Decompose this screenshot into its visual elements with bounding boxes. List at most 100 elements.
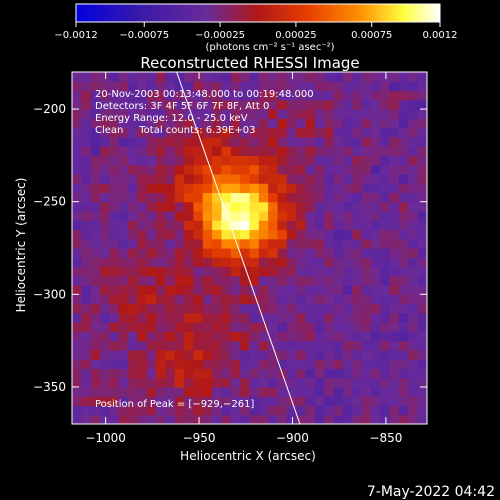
heatmap-cell [268, 201, 279, 212]
heatmap-cell [296, 285, 307, 295]
heatmap-cell [118, 405, 129, 416]
heatmap-cell [137, 359, 148, 370]
heatmap-cell [118, 220, 129, 231]
heatmap-cell [268, 331, 279, 342]
heatmap-cell [352, 322, 363, 332]
heatmap-cell [156, 257, 167, 268]
heatmap-cell [202, 81, 213, 92]
heatmap-cell [380, 90, 391, 101]
heatmap-cell [417, 155, 427, 166]
heatmap-cell [118, 340, 129, 351]
heatmap-cell [118, 257, 129, 268]
heatmap-cell [389, 99, 400, 110]
heatmap-cell [417, 81, 427, 92]
heatmap-cell [240, 312, 251, 323]
heatmap-cell [380, 405, 391, 416]
heatmap-cell [128, 275, 138, 286]
heatmap-cell [174, 386, 185, 397]
heatmap-cell [109, 220, 120, 231]
heatmap-cell [212, 359, 223, 370]
heatmap-cell [277, 414, 288, 424]
heatmap-cell [370, 414, 381, 424]
heatmap-cell [118, 248, 129, 258]
heatmap-cell [258, 90, 269, 101]
heatmap-cell [193, 183, 204, 194]
heatmap-cell [380, 303, 391, 314]
heatmap-cell [258, 201, 269, 212]
heatmap-cell [268, 210, 279, 221]
heatmap-cell [305, 331, 316, 342]
heatmap-cell [184, 173, 195, 184]
heatmap-cell [258, 285, 269, 295]
heatmap-cell [314, 303, 325, 314]
heatmap-cell [277, 377, 288, 388]
heatmap-cell [81, 349, 92, 360]
heatmap-cell [137, 220, 148, 231]
heatmap-cell [408, 238, 419, 249]
heatmap-cell [408, 90, 419, 101]
heatmap-cell [193, 349, 204, 360]
heatmap-cell [230, 285, 241, 295]
heatmap-cell [81, 266, 92, 277]
heatmap-cell [230, 90, 241, 101]
heatmap-cell [230, 322, 241, 332]
heatmap-cell [156, 396, 167, 407]
heatmap-cell [174, 220, 185, 231]
heatmap-cell [137, 248, 148, 258]
heatmap-cell [268, 164, 279, 175]
heatmap-cell [193, 312, 204, 323]
heatmap-cell [81, 285, 92, 295]
heatmap-cell [352, 72, 363, 82]
heatmap-cell [90, 210, 101, 221]
heatmap-cell [408, 248, 419, 258]
heatmap-cell [90, 368, 101, 379]
heatmap-cell [296, 257, 307, 268]
heatmap-cell [193, 192, 204, 203]
heatmap-cell [137, 72, 148, 82]
heatmap-cell [72, 118, 82, 129]
heatmap-cell [389, 238, 400, 249]
heatmap-cell [184, 201, 195, 212]
heatmap-cell [398, 183, 409, 194]
heatmap-cell [324, 210, 335, 221]
heatmap-cell [128, 386, 138, 397]
heatmap-cell [398, 405, 409, 416]
heatmap-cell [314, 238, 325, 249]
heatmap-cell [296, 90, 307, 101]
heatmap-cell [240, 405, 251, 416]
heatmap-cell [202, 386, 213, 397]
heatmap-cell [352, 136, 363, 147]
heatmap-cell [333, 90, 344, 101]
heatmap-cell [305, 164, 316, 175]
heatmap-cell [128, 164, 138, 175]
heatmap-cell [100, 238, 110, 249]
heatmap-cell [249, 210, 260, 221]
heatmap-cell [109, 183, 120, 194]
chart-title: Reconstructed RHESSI Image [140, 54, 359, 72]
heatmap-cell [230, 118, 241, 129]
heatmap-cell [221, 109, 232, 119]
heatmap-cell [184, 146, 195, 156]
heatmap-cell [398, 248, 409, 258]
heatmap-cell [333, 229, 344, 240]
heatmap-cell [361, 331, 372, 342]
heatmap-cell [417, 192, 427, 203]
heatmap-cell [156, 285, 167, 295]
heatmap-cell [212, 377, 223, 388]
heatmap-cell [296, 359, 307, 370]
heatmap-cell [249, 248, 260, 258]
heatmap-cell [417, 210, 427, 221]
heatmap-cell [109, 118, 120, 129]
heatmap-cell [128, 220, 138, 231]
heatmap-cell [240, 220, 251, 231]
heatmap-cell [342, 192, 353, 203]
heatmap-cell [249, 405, 260, 416]
heatmap-cell [156, 183, 167, 194]
heatmap-cell [137, 201, 148, 212]
heatmap-cell [118, 349, 129, 360]
heatmap-cell [249, 109, 260, 119]
heatmap-cell [333, 155, 344, 166]
heatmap-cell [342, 183, 353, 194]
heatmap-cell [109, 99, 120, 110]
heatmap-cell [370, 201, 381, 212]
